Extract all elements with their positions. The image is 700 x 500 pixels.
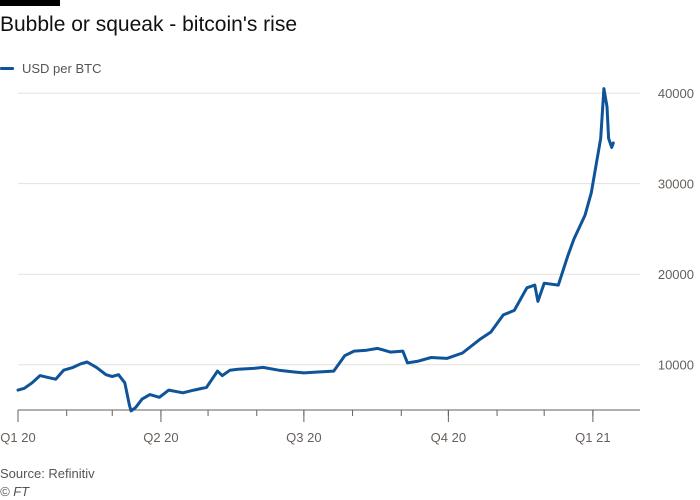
credit-note: © FT (0, 484, 30, 499)
x-tick-label: Q4 20 (431, 430, 466, 445)
legend: USD per BTC (0, 58, 101, 78)
x-tick-label: Q1 20 (0, 430, 35, 445)
y-tick-label: 40000 (658, 86, 694, 101)
chart-title: Bubble or squeak - bitcoin's rise (0, 13, 297, 36)
grid-layer (18, 92, 640, 366)
source-note: Source: Refinitiv (0, 466, 95, 481)
chart-svg: 10000 20000 30000 40000 Q1 20 Q2 20 Q3 20 Q4 20… (0, 86, 694, 445)
legend-swatch (0, 66, 14, 70)
series-line-usd-per-btc (16, 87, 615, 413)
legend-label: USD per BTC (22, 60, 102, 76)
x-tick-label: Q1 21 (575, 430, 610, 445)
top-rule (0, 0, 60, 6)
x-tick-label: Q3 20 (286, 430, 321, 445)
y-tick-label: 20000 (658, 267, 694, 282)
x-tick-label: Q2 20 (143, 430, 178, 445)
axis-layer: 10000 20000 30000 40000 Q1 20 Q2 20 Q3 20 Q4 20… (0, 86, 694, 445)
line-layer (16, 87, 615, 413)
y-tick-label: 10000 (658, 358, 694, 373)
y-tick-label: 30000 (658, 177, 694, 192)
